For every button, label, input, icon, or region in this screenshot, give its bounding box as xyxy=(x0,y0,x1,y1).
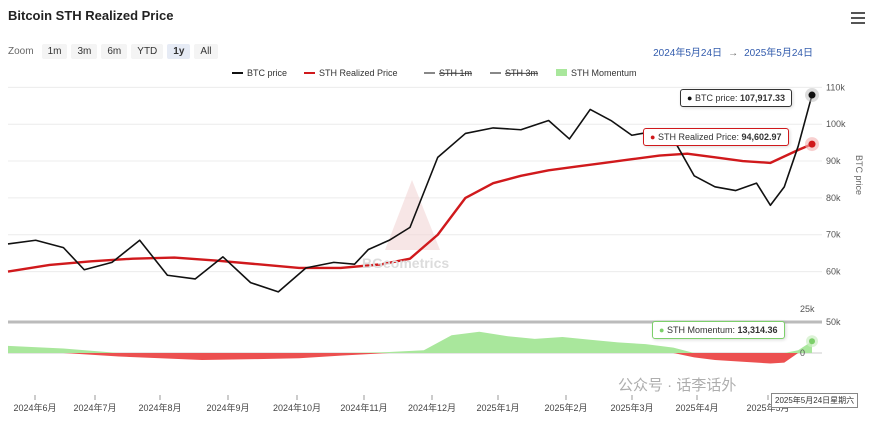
sth-realized-price-line xyxy=(7,142,813,273)
y-tick-label: 60k xyxy=(826,267,841,277)
chart-title: Bitcoin STH Realized Price xyxy=(8,8,174,23)
y-tick-label: 70k xyxy=(826,230,841,240)
legend: BTC price STH Realized Price STH 1m STH 3m S… xyxy=(232,68,637,78)
momentum-end-marker xyxy=(809,338,815,345)
btc-price-line xyxy=(7,94,813,293)
watermark-logo-shape xyxy=(385,180,440,250)
zoom-controls: Zoom 1m 3m 6m YTD 1y All xyxy=(8,44,218,59)
zoom-all-button[interactable]: All xyxy=(194,44,218,59)
range-from-input[interactable]: 2024年5月24日 xyxy=(653,48,723,59)
zoom-ytd-button[interactable]: YTD xyxy=(131,44,164,59)
momentum-tooltip-label: STH Momentum: xyxy=(666,325,735,335)
momentum-tooltip-value: 13,314.36 xyxy=(737,325,778,335)
x-tick-label: 2024年11月 xyxy=(340,402,387,413)
momentum-tick-label: 25k xyxy=(800,304,815,314)
x-tick-label: 2025年5月 xyxy=(746,402,789,413)
zoom-3m-button[interactable]: 3m xyxy=(71,44,98,59)
momentum-tick-label: 0 xyxy=(800,348,805,358)
x-tick-label: 2024年7月 xyxy=(73,402,116,413)
watermark-logo xyxy=(385,180,440,250)
btc-tooltip-value: 107,917.33 xyxy=(739,93,786,103)
x-tick-label: 2024年12月 xyxy=(408,402,456,413)
range-arrow-icon: → xyxy=(728,48,739,59)
legend-item: STH 3m xyxy=(505,68,538,78)
legend-item: STH 1m xyxy=(439,68,472,78)
btc-end-marker xyxy=(808,91,816,99)
x-tick-label: 2024年10月 xyxy=(273,402,321,413)
zoom-1m-button[interactable]: 1m xyxy=(41,44,68,59)
sth-price-tooltip: ● STH Realized Price: 94,602.97 xyxy=(643,128,789,146)
btc-price-tooltip: ● BTC price: 107,917.33 xyxy=(680,89,793,107)
x-tick-label: 2025年3月 xyxy=(610,402,653,413)
legend-swatch xyxy=(556,69,567,76)
sth-tooltip-label: STH Realized Price: xyxy=(657,132,739,142)
y-tick-label: 80k xyxy=(826,193,841,203)
date-range: 2024年5月24日 → 2025年5月24日 xyxy=(653,44,813,59)
legend-item: STH Realized Price xyxy=(319,68,398,78)
btc-tooltip-label: BTC price: xyxy=(694,93,738,103)
watermark-brand: BGeometrics xyxy=(362,255,450,271)
y-axis-ticks: 60k 70k 80k 90k 100k 110k 50k 25k 0 xyxy=(800,82,846,358)
x-tick-label: 2025年1月 xyxy=(476,402,519,413)
momentum-tooltip: ● STH Momentum: 13,314.36 xyxy=(652,321,785,339)
end-markers xyxy=(805,88,819,348)
y-tick-label: 110k xyxy=(826,82,845,92)
y-tick-label: 90k xyxy=(826,156,841,166)
y-axis-label: BTC price xyxy=(854,155,864,195)
range-to-input[interactable]: 2025年5月24日 xyxy=(744,48,813,59)
zoom-6m-button[interactable]: 6m xyxy=(101,44,128,59)
footer-watermark: 公众号 · 话李话外 xyxy=(618,377,737,394)
series-lines xyxy=(7,94,813,293)
x-axis-ticks: 2024年6月 2024年7月 2024年8月 2024年9月 2024年10月 2024… xyxy=(13,395,790,413)
momentum-tick-label: 50k xyxy=(826,317,841,327)
momentum-area xyxy=(8,331,812,364)
zoom-label: Zoom xyxy=(8,46,34,57)
y-tick-label: 100k xyxy=(826,119,846,129)
sth-tooltip-value: 94,602.97 xyxy=(741,132,782,142)
x-tick-label: 2024年8月 xyxy=(138,402,181,413)
date-chip: 2025年5月24日星期六 xyxy=(771,393,859,408)
x-tick-label: 2024年9月 xyxy=(206,402,249,413)
momentum-negative-area xyxy=(8,352,812,364)
x-tick-label: 2025年2月 xyxy=(544,402,587,413)
x-tick-label: 2024年6月 xyxy=(13,402,56,413)
legend-item: BTC price xyxy=(247,68,287,78)
sth-end-marker xyxy=(808,140,816,148)
legend-item: STH Momentum xyxy=(571,68,637,78)
x-tick-label: 2025年4月 xyxy=(675,402,718,413)
zoom-1y-button[interactable]: 1y xyxy=(167,44,191,59)
momentum-positive-area xyxy=(8,331,812,353)
hamburger-menu-icon[interactable] xyxy=(851,12,865,27)
